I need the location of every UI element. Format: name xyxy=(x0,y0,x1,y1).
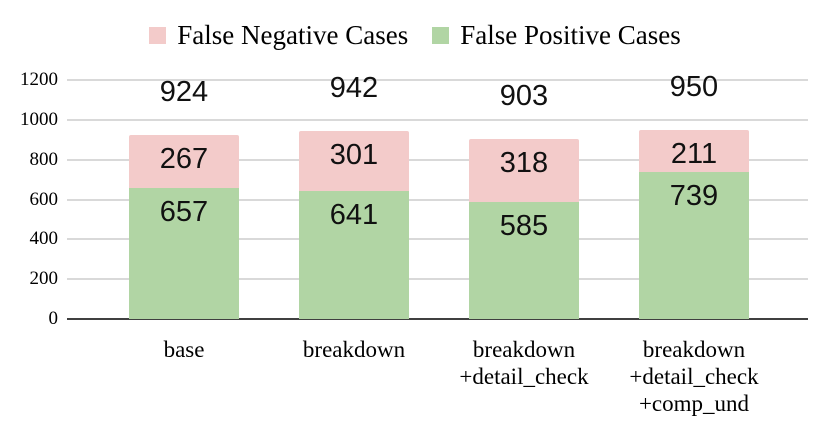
false-negative-value-label: 211 xyxy=(670,137,718,170)
bar-segment-false-positive xyxy=(639,171,749,319)
gridline xyxy=(67,278,808,281)
y-tick-label: 600 xyxy=(29,188,59,210)
legend: False Negative Cases False Positive Case… xyxy=(0,17,830,53)
x-axis-label: base xyxy=(163,337,205,362)
gridline xyxy=(67,198,808,201)
bar-segment-false-positive xyxy=(469,202,579,319)
legend-label: False Negative Cases xyxy=(177,19,409,50)
legend-item-false-negative: False Negative Cases xyxy=(149,19,409,50)
false-negative-value-label: 267 xyxy=(159,142,209,175)
false-positive-value-label: 657 xyxy=(159,196,209,229)
total-value-label: 942 xyxy=(329,72,379,105)
false-negative-value-label: 301 xyxy=(329,139,379,172)
y-tick-label: 200 xyxy=(29,268,59,290)
x-axis-label: breakdown +detail_check +comp_und xyxy=(629,337,759,416)
x-axis-label: breakdown +detail_check xyxy=(459,337,589,389)
false-negative-value-label: 318 xyxy=(499,147,549,180)
legend-label: False Positive Cases xyxy=(460,19,681,50)
total-value-label: 903 xyxy=(499,80,549,113)
legend-item-false-positive: False Positive Cases xyxy=(432,19,681,50)
gridline xyxy=(67,238,808,241)
gridline xyxy=(67,79,808,81)
x-axis-line xyxy=(67,318,808,320)
y-tick-label: 0 xyxy=(48,308,59,329)
total-value-label: 924 xyxy=(159,75,209,108)
false-positive-value-label: 739 xyxy=(669,179,719,212)
y-tick-label: 1200 xyxy=(20,69,58,90)
x-axis-label: breakdown xyxy=(302,337,406,362)
gridline xyxy=(67,118,808,121)
bar-segment-false-negative xyxy=(469,139,579,203)
false-negative-swatch-icon xyxy=(149,26,167,44)
bar-segment-false-positive xyxy=(299,191,409,319)
false-positive-swatch-icon xyxy=(432,26,450,44)
false-positive-value-label: 641 xyxy=(329,199,379,232)
y-tick-label: 800 xyxy=(29,148,59,170)
bar-segment-false-positive xyxy=(129,188,239,319)
y-tick-label: 400 xyxy=(29,228,59,250)
false-positive-value-label: 585 xyxy=(499,210,549,243)
y-tick-label: 1000 xyxy=(20,108,58,130)
gridline xyxy=(67,158,808,161)
bar-segment-false-negative xyxy=(639,129,749,172)
bar-segment-false-negative xyxy=(129,134,239,189)
bar-segment-false-negative xyxy=(299,131,409,192)
total-value-label: 950 xyxy=(669,70,719,103)
